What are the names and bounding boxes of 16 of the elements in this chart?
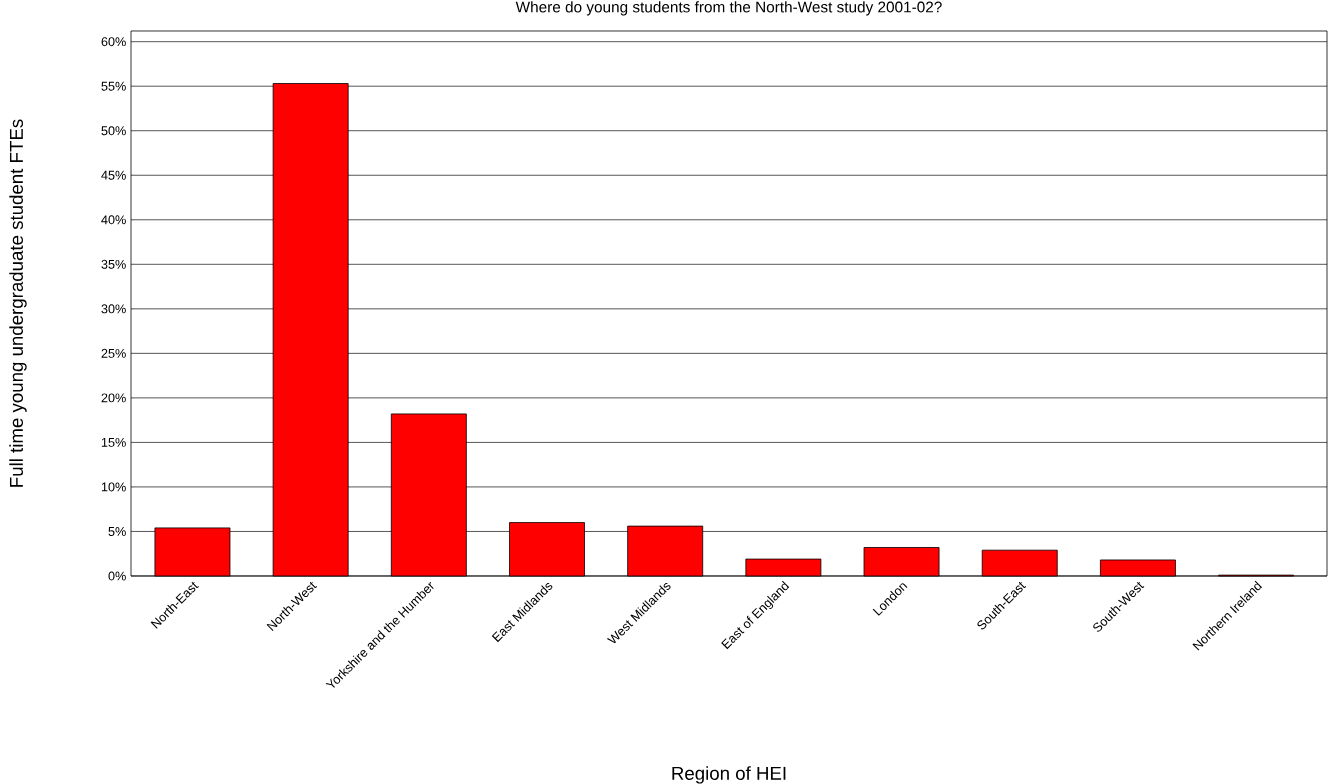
y-tick-label: 25% xyxy=(101,348,126,358)
y-tick-label: 35% xyxy=(101,259,126,269)
y-tick-label: 60% xyxy=(101,37,126,47)
chart-title: Where do young students from the North-West study 2001-02? xyxy=(515,1,942,16)
y-tick-label: 20% xyxy=(101,393,126,403)
y-tick-label: 30% xyxy=(101,304,126,314)
y-tick-label: 5% xyxy=(108,527,126,536)
x-axis-title: Region of HEI xyxy=(672,766,786,784)
y-tick-label: 15% xyxy=(101,437,126,447)
y-tick-label: 0% xyxy=(108,571,126,581)
y-tick-label: 50% xyxy=(101,126,126,136)
y-tick-label: 40% xyxy=(101,215,126,225)
y-tick-label: 10% xyxy=(101,482,126,492)
y-axis-title: Full time young undergraduate student FTEs xyxy=(9,119,27,487)
y-tick-label: 45% xyxy=(101,170,126,180)
y-tick-label: 55% xyxy=(101,81,126,91)
